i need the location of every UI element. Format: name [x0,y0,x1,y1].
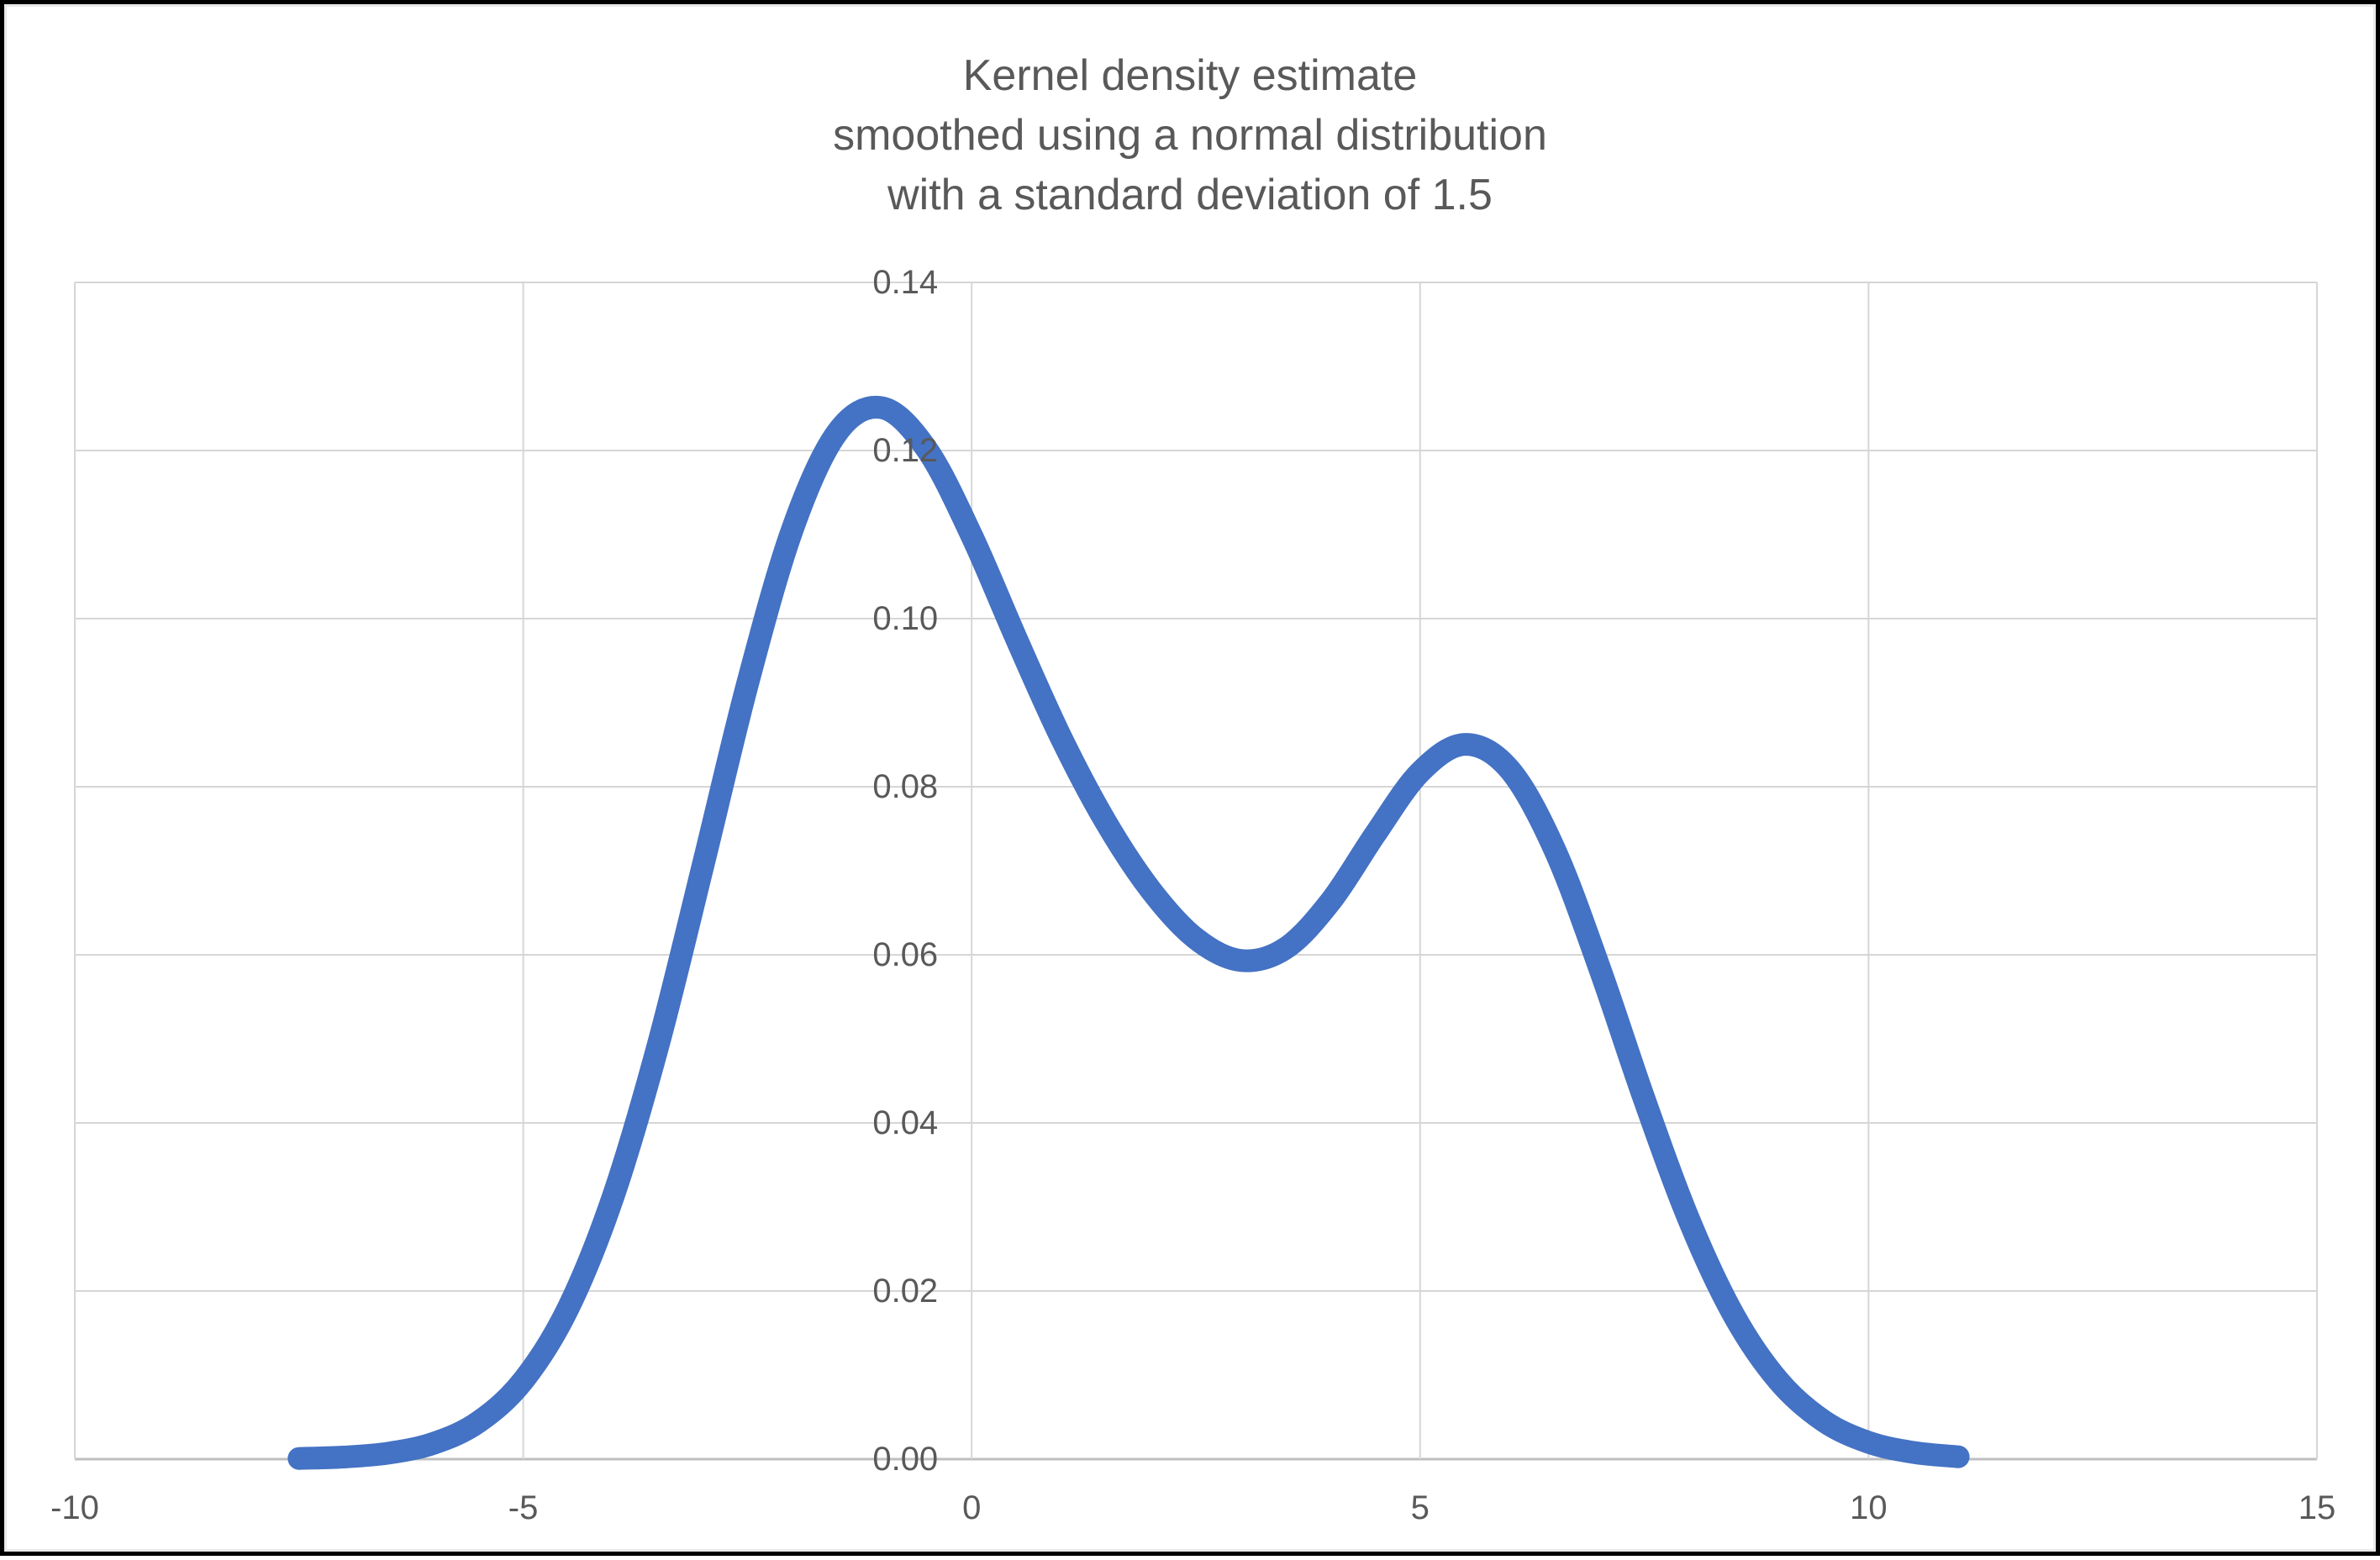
x-tick-label: 0 [962,1489,981,1526]
y-tick-label: 0.02 [872,1273,938,1310]
y-tick-label: 0.04 [872,1104,938,1141]
x-tick-label: 5 [1411,1489,1430,1526]
chart-title-line-2: smoothed using a normal distribution [833,111,1547,160]
chart-title: Kernel density estimate smoothed using a… [4,46,2376,225]
kde-plot-canvas: 0.00 0.02 0.04 0.06 0.08 0.10 0.12 0.14 -10 -5 0 5 1… [50,264,2336,1526]
chart-title-line-3: with a standard deviation of 1.5 [887,171,1493,219]
y-tick-label: 0.06 [872,936,938,973]
y-tick-label: 0.00 [872,1441,938,1478]
y-tick-label: 0.10 [872,600,938,637]
y-tick-label: 0.14 [872,264,938,301]
y-tick-label: 0.12 [872,432,938,469]
kde-curve [287,395,1970,1470]
x-tick-label: -5 [508,1489,539,1526]
x-tick-label: -10 [50,1489,99,1526]
x-tick-label: 10 [1850,1489,1888,1526]
x-tick-label: 15 [2298,1489,2336,1526]
chart-title-line-1: Kernel density estimate [962,51,1418,100]
y-tick-label: 0.08 [872,768,938,805]
